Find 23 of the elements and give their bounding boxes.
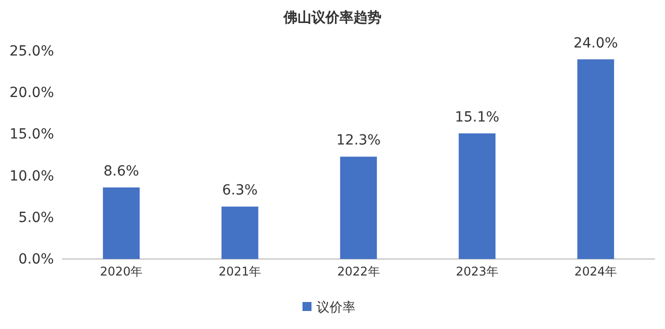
data-label: 24.0% [573,35,618,52]
data-label: 6.3% [222,182,258,199]
y-tick-label: 15.0% [10,126,54,143]
x-tick-label: 2022年 [337,264,380,279]
data-label: 12.3% [336,132,381,149]
bar [577,59,614,259]
y-tick-label: 5.0% [18,210,54,226]
y-tick-label: 10.0% [10,168,54,184]
bar [458,133,496,259]
bar [222,206,258,259]
chart-title: 佛山议价率趋势 [282,9,382,26]
x-tick-label: 2020年 [100,264,143,279]
y-tick-label: 0.0% [18,251,54,268]
x-tick-label: 2021年 [218,264,262,279]
bar [102,187,140,259]
y-tick-label: 25.0% [10,43,54,60]
bar [340,156,377,259]
x-tick-label: 2024年 [574,264,617,279]
x-tick-label: 2023年 [456,264,498,279]
data-label: 15.1% [454,109,500,126]
legend-label: 议价率 [316,300,356,316]
data-label: 8.6% [104,163,140,180]
y-tick-label: 20.0% [10,85,54,102]
